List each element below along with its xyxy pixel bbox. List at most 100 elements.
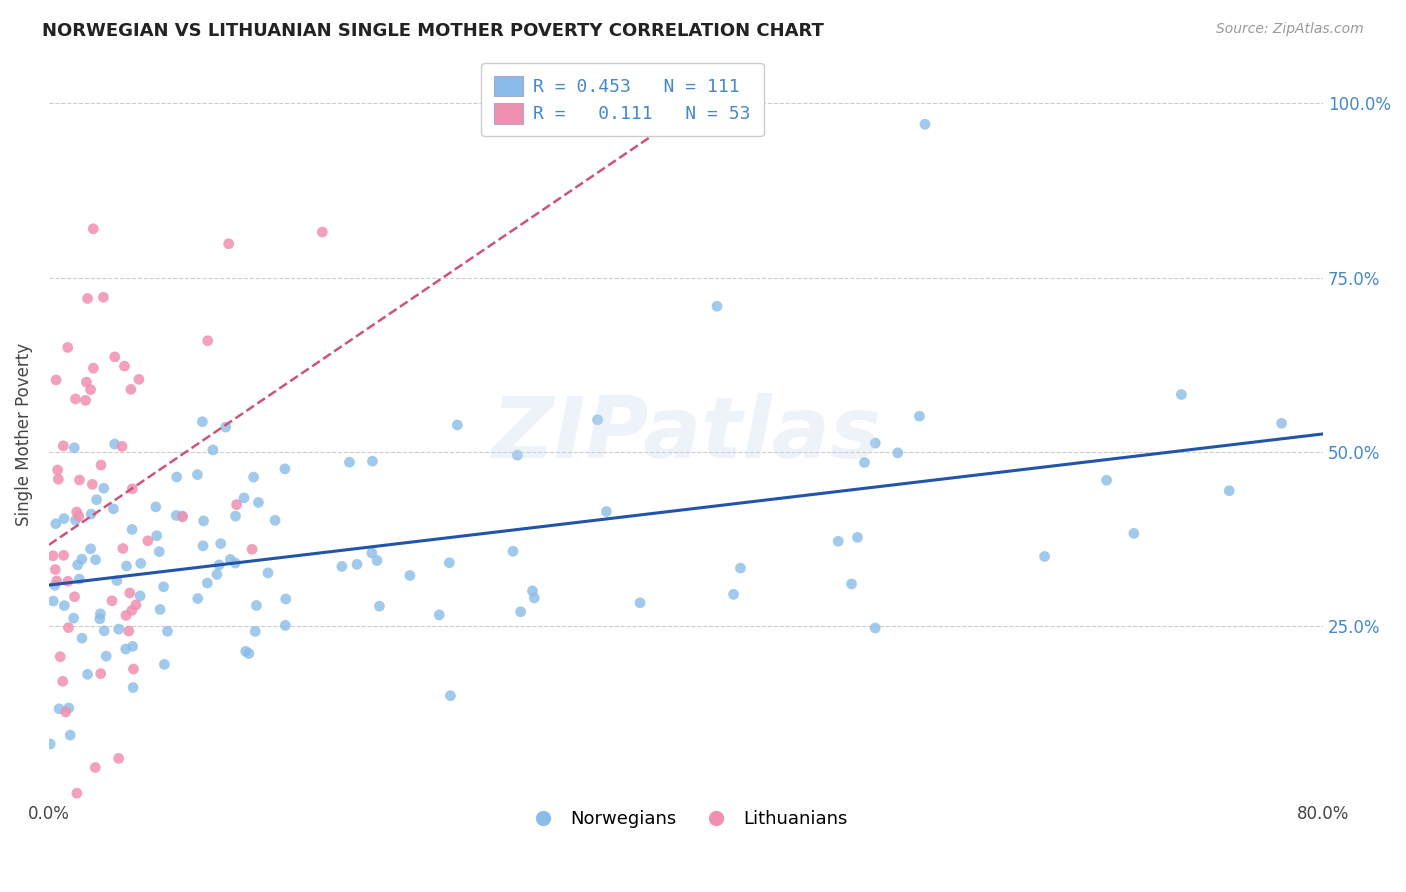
Point <box>863 621 886 635</box>
Point <box>111 541 134 556</box>
Y-axis label: Single Mother Poverty: Single Mother Poverty <box>15 343 32 526</box>
Point <box>360 546 382 560</box>
Point <box>274 591 297 606</box>
Point <box>122 662 145 676</box>
Point <box>1095 473 1118 487</box>
Point <box>125 598 148 612</box>
Point <box>84 552 107 566</box>
Point <box>70 631 93 645</box>
Point <box>76 292 98 306</box>
Point <box>67 572 90 586</box>
Point <box>191 539 214 553</box>
Point <box>114 359 136 373</box>
Point <box>361 454 384 468</box>
Point <box>115 559 138 574</box>
Point <box>149 602 172 616</box>
Point <box>107 622 129 636</box>
Point <box>219 552 242 566</box>
Point <box>42 549 65 563</box>
Point <box>730 561 752 575</box>
Point <box>509 605 531 619</box>
Point <box>165 508 187 523</box>
Point <box>46 463 69 477</box>
Point <box>115 608 138 623</box>
Point <box>245 624 267 639</box>
Point <box>339 455 361 469</box>
Point <box>195 576 218 591</box>
Point <box>914 117 936 131</box>
Point <box>58 701 80 715</box>
Point <box>104 350 127 364</box>
Point <box>89 607 111 621</box>
Point <box>121 482 143 496</box>
Point <box>129 589 152 603</box>
Point <box>264 513 287 527</box>
Point <box>62 611 84 625</box>
Point <box>84 760 107 774</box>
Point <box>439 556 461 570</box>
Point <box>218 236 240 251</box>
Point <box>427 607 450 622</box>
Point <box>156 624 179 639</box>
Point <box>66 558 89 572</box>
Point <box>242 470 264 484</box>
Point <box>67 509 90 524</box>
Point <box>233 491 256 505</box>
Point <box>63 441 86 455</box>
Point <box>193 514 215 528</box>
Point <box>908 409 931 424</box>
Point <box>65 513 87 527</box>
Point <box>330 559 353 574</box>
Point <box>723 587 745 601</box>
Point <box>103 501 125 516</box>
Point <box>1271 417 1294 431</box>
Point <box>208 558 231 572</box>
Point <box>114 642 136 657</box>
Text: ZIPatlas: ZIPatlas <box>491 392 882 475</box>
Point <box>90 666 112 681</box>
Point <box>1170 387 1192 401</box>
Point <box>93 624 115 638</box>
Point <box>1218 483 1240 498</box>
Point <box>63 590 86 604</box>
Point <box>121 603 143 617</box>
Point <box>846 530 869 544</box>
Point <box>523 591 546 605</box>
Point <box>39 737 62 751</box>
Point <box>145 529 167 543</box>
Point <box>172 509 194 524</box>
Point <box>399 568 422 582</box>
Point <box>86 492 108 507</box>
Point <box>153 657 176 672</box>
Point <box>209 536 232 550</box>
Point <box>82 221 104 235</box>
Point <box>502 544 524 558</box>
Point <box>197 334 219 348</box>
Point <box>225 498 247 512</box>
Point <box>257 566 280 580</box>
Point <box>172 509 194 524</box>
Point <box>75 375 97 389</box>
Point <box>105 574 128 588</box>
Point <box>49 649 72 664</box>
Point <box>865 436 887 450</box>
Point <box>59 728 82 742</box>
Point <box>595 505 617 519</box>
Point <box>1033 549 1056 564</box>
Point <box>225 509 247 524</box>
Point <box>66 786 89 800</box>
Point <box>148 544 170 558</box>
Point <box>274 618 297 632</box>
Point <box>274 462 297 476</box>
Point <box>82 361 104 376</box>
Point <box>439 689 461 703</box>
Point <box>93 481 115 495</box>
Point <box>128 372 150 386</box>
Point <box>66 505 89 519</box>
Point <box>52 674 75 689</box>
Point <box>215 420 238 434</box>
Point <box>48 702 70 716</box>
Point <box>368 599 391 614</box>
Point <box>75 393 97 408</box>
Point <box>118 586 141 600</box>
